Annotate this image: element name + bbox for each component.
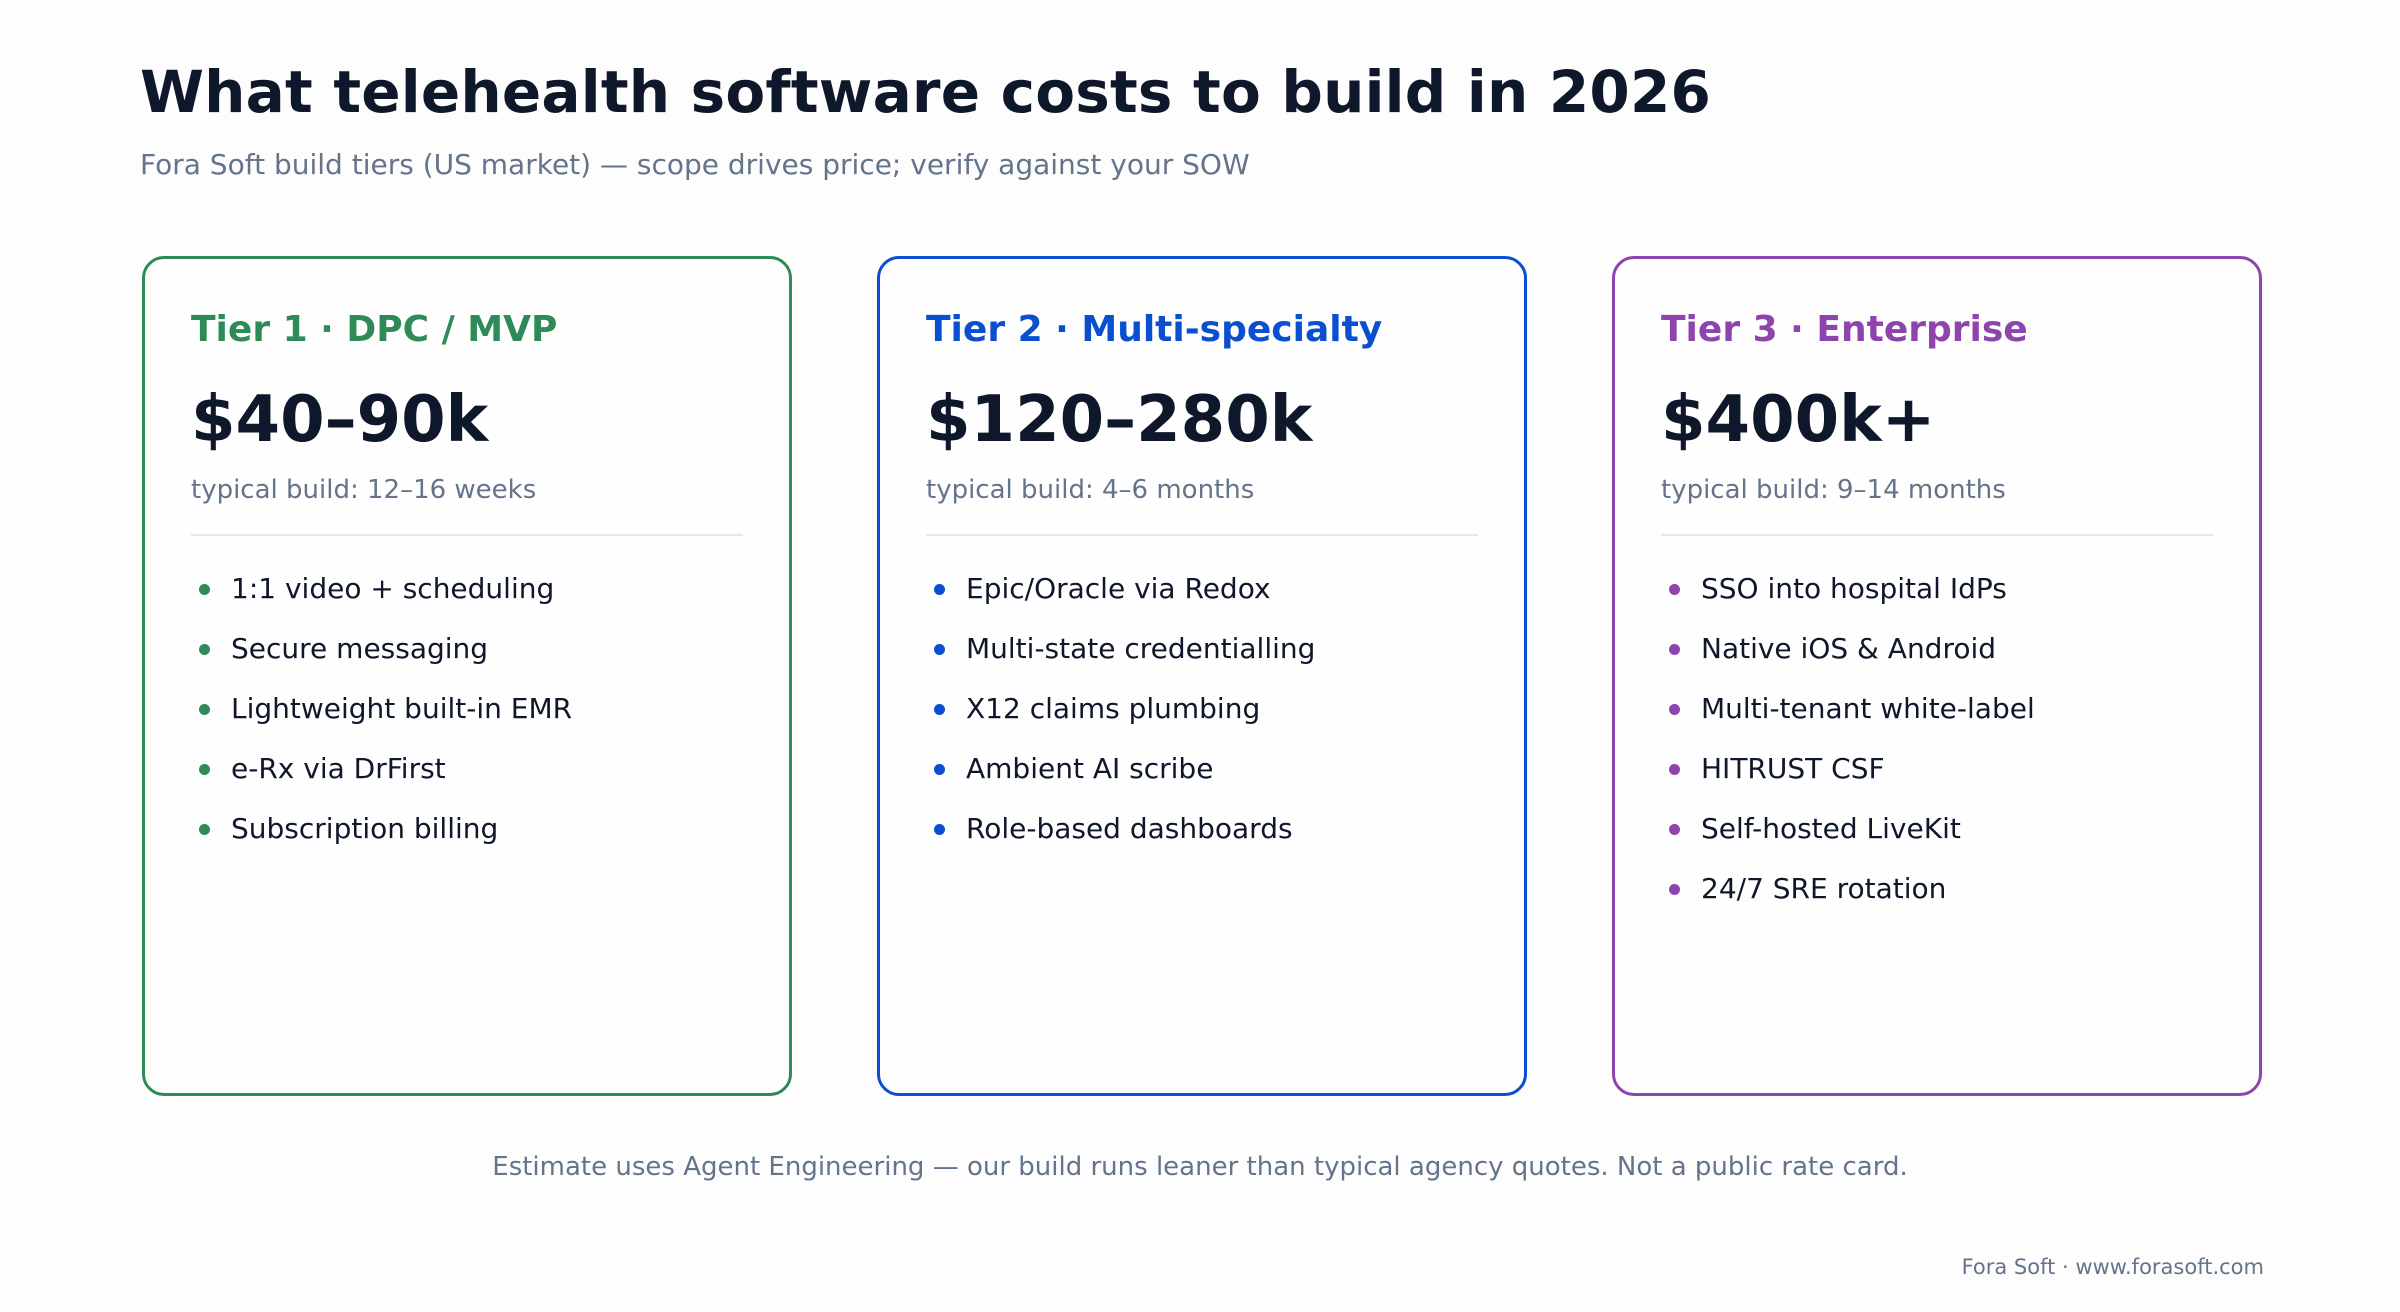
bullet-icon (1669, 764, 1680, 775)
tier-title: Tier 2 · Multi-specialty (926, 309, 1383, 350)
feature-item: HITRUST CSF (1661, 749, 2035, 809)
bullet-icon (934, 644, 945, 655)
feature-item: Native iOS & Android (1661, 629, 2035, 689)
tier-price: $400k+ (1661, 383, 1936, 457)
feature-label: 1:1 video + scheduling (231, 572, 555, 605)
feature-label: Role-based dashboards (966, 812, 1293, 845)
feature-label: 24/7 SRE rotation (1701, 872, 1947, 905)
feature-item: SSO into hospital IdPs (1661, 569, 2035, 629)
bullet-icon (1669, 704, 1680, 715)
feature-list: SSO into hospital IdPs Native iOS & Andr… (1661, 569, 2035, 929)
credit: Fora Soft · www.forasoft.com (1961, 1255, 2264, 1279)
feature-item: X12 claims plumbing (926, 689, 1315, 749)
page-title: What telehealth software costs to build … (140, 58, 1712, 126)
page-subtitle: Fora Soft build tiers (US market) — scop… (140, 148, 1250, 181)
feature-label: Multi-tenant white-label (1701, 692, 2035, 725)
tier-duration: typical build: 12–16 weeks (191, 475, 537, 505)
feature-label: Native iOS & Android (1701, 632, 1997, 665)
feature-label: e-Rx via DrFirst (231, 752, 446, 785)
feature-item: Ambient AI scribe (926, 749, 1315, 809)
bullet-icon (199, 704, 210, 715)
divider (1661, 534, 2213, 536)
tier-card-3: Tier 3 · Enterprise $400k+ typical build… (1612, 256, 2262, 1096)
tier-title: Tier 3 · Enterprise (1661, 309, 2028, 350)
feature-label: Subscription billing (231, 812, 499, 845)
tier-title: Tier 1 · DPC / MVP (191, 309, 558, 350)
bullet-icon (199, 584, 210, 595)
feature-item: 24/7 SRE rotation (1661, 869, 2035, 929)
feature-label: Ambient AI scribe (966, 752, 1214, 785)
feature-label: HITRUST CSF (1701, 752, 1885, 785)
feature-label: Lightweight built-in EMR (231, 692, 573, 725)
feature-item: e-Rx via DrFirst (191, 749, 572, 809)
feature-item: Multi-tenant white-label (1661, 689, 2035, 749)
feature-item: Self-hosted LiveKit (1661, 809, 2035, 869)
tier-duration: typical build: 4–6 months (926, 475, 1255, 505)
tier-price: $120–280k (926, 383, 1313, 457)
feature-item: Multi-state credentialling (926, 629, 1315, 689)
feature-label: Epic/Oracle via Redox (966, 572, 1271, 605)
tier-card-2: Tier 2 · Multi-specialty $120–280k typic… (877, 256, 1527, 1096)
feature-label: SSO into hospital IdPs (1701, 572, 2007, 605)
bullet-icon (1669, 824, 1680, 835)
feature-item: Secure messaging (191, 629, 572, 689)
footnote: Estimate uses Agent Engineering — our bu… (492, 1152, 1908, 1182)
bullet-icon (934, 704, 945, 715)
feature-list: Epic/Oracle via Redox Multi-state creden… (926, 569, 1315, 869)
tier-price: $40–90k (191, 383, 489, 457)
bullet-icon (934, 764, 945, 775)
tier-card-1: Tier 1 · DPC / MVP $40–90k typical build… (142, 256, 792, 1096)
feature-item: Epic/Oracle via Redox (926, 569, 1315, 629)
feature-item: Subscription billing (191, 809, 572, 869)
tier-duration: typical build: 9–14 months (1661, 475, 2006, 505)
bullet-icon (934, 824, 945, 835)
divider (191, 534, 743, 536)
feature-item: Role-based dashboards (926, 809, 1315, 869)
feature-item: Lightweight built-in EMR (191, 689, 572, 749)
bullet-icon (1669, 884, 1680, 895)
feature-label: Self-hosted LiveKit (1701, 812, 1961, 845)
bullet-icon (199, 764, 210, 775)
feature-label: Multi-state credentialling (966, 632, 1316, 665)
bullet-icon (1669, 644, 1680, 655)
bullet-icon (934, 584, 945, 595)
feature-item: 1:1 video + scheduling (191, 569, 572, 629)
feature-list: 1:1 video + scheduling Secure messaging … (191, 569, 572, 869)
divider (926, 534, 1478, 536)
bullet-icon (199, 644, 210, 655)
feature-label: X12 claims plumbing (966, 692, 1261, 725)
bullet-icon (199, 824, 210, 835)
bullet-icon (1669, 584, 1680, 595)
feature-label: Secure messaging (231, 632, 489, 665)
